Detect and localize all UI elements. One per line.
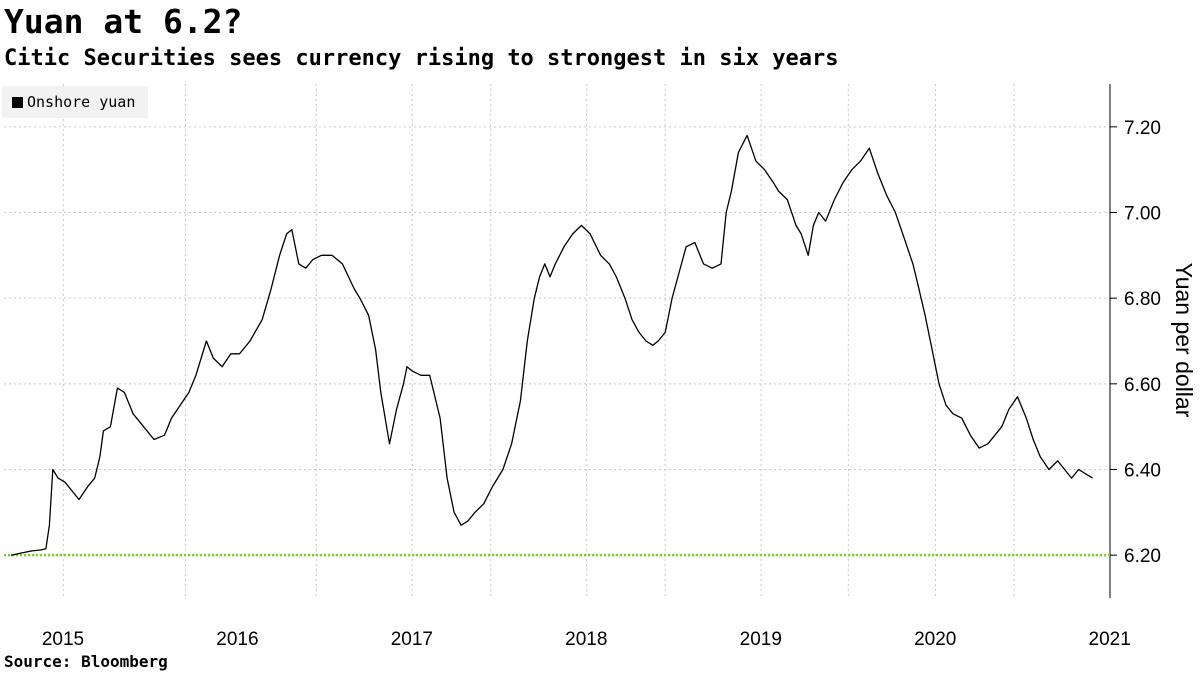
y-tick-label: 6.40	[1124, 461, 1161, 482]
y-axis-label: Yuan per dollar	[1171, 263, 1197, 418]
grid-lines	[4, 84, 1110, 598]
y-tick-label: 6.20	[1124, 546, 1161, 567]
x-tick-label: 2021	[1089, 629, 1131, 650]
x-tick-label: 2017	[391, 629, 433, 650]
x-tick-label: 2018	[565, 629, 607, 650]
legend: Onshore yuan	[2, 86, 148, 118]
legend-swatch	[12, 96, 23, 108]
series-layer	[10, 134, 1093, 556]
y-tick-layer: 6.20 6.40 6.60 6.80 7.00 7.20	[1110, 118, 1161, 567]
x-tick-label: 2019	[740, 629, 782, 650]
x-tick-label: 2020	[914, 629, 956, 650]
series-line-onshore-yuan	[10, 134, 1093, 556]
chart-subtitle: Citic Securities sees currency rising to…	[4, 46, 839, 71]
chart-title: Yuan at 6.2?	[4, 2, 243, 41]
y-tick-label: 6.60	[1124, 375, 1161, 396]
y-tick-label: 7.00	[1124, 204, 1161, 225]
x-tick-layer: 2015 2016 2017 2018 2019 2020 2021	[42, 629, 1131, 650]
source-note: Source: Bloomberg	[4, 652, 168, 671]
y-tick-label: 6.80	[1124, 289, 1161, 310]
x-tick-label: 2015	[42, 629, 84, 650]
legend-label-onshore-yuan: Onshore yuan	[27, 93, 136, 111]
y-tick-label: 7.20	[1124, 118, 1161, 139]
x-tick-label: 2016	[216, 629, 258, 650]
